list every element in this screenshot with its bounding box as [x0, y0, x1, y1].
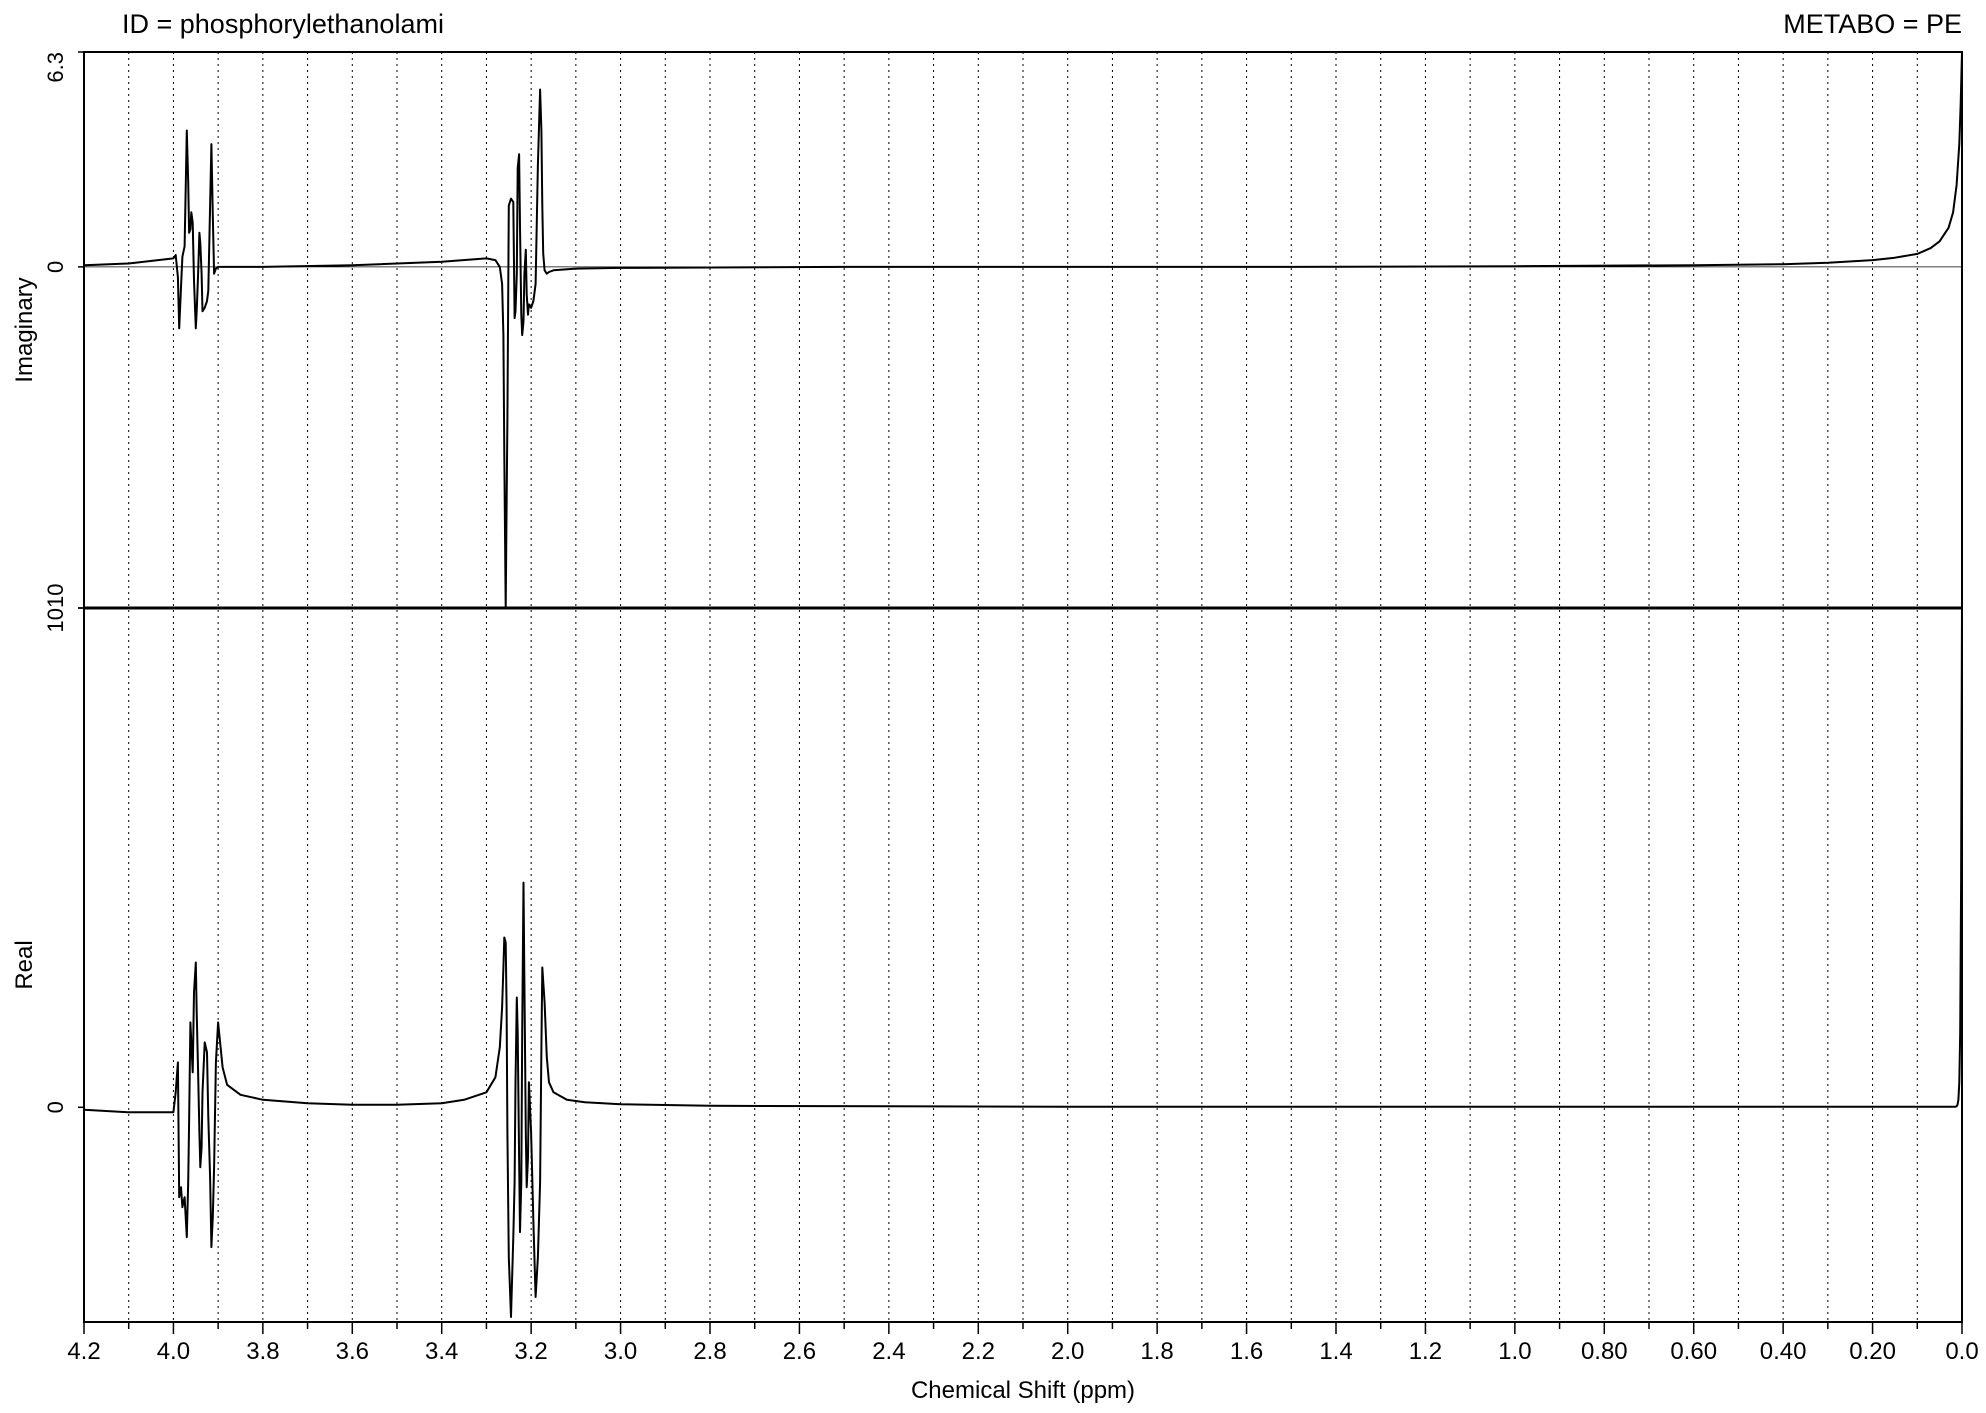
spectrum-traces [83, 51, 1963, 1318]
imaginary-y-tick-label: 6.3 [43, 52, 68, 83]
chart-header-id: ID = phosphorylethanolami [122, 9, 444, 39]
x-tick-label: 0.80 [1581, 1338, 1628, 1365]
x-tick-label: 3.0 [604, 1338, 637, 1365]
x-tick-label: 3.2 [514, 1338, 547, 1365]
real-y-tick-label: 10 [43, 608, 68, 632]
y-axis-ticks: 10 0 6.3 0 10 [43, 51, 84, 1113]
x-tick-label: 3.4 [425, 1338, 458, 1365]
x-tick-label: 0.40 [1760, 1338, 1807, 1365]
real-spectrum-line [83, 607, 1963, 1318]
imaginary-spectrum-line [83, 51, 1963, 609]
imaginary-y-tick-label: 10 [43, 584, 68, 608]
x-tick-label: 3.6 [336, 1338, 369, 1365]
x-axis-label: Chemical Shift (ppm) [911, 1377, 1135, 1404]
x-tick-label: 1.4 [1319, 1338, 1352, 1365]
plot-border [83, 51, 1963, 1323]
x-tick-label: 2.0 [1051, 1338, 1084, 1365]
x-tick-label: 2.4 [872, 1338, 905, 1365]
x-tick-label: 2.2 [962, 1338, 995, 1365]
x-tick-label: 0.0 [1945, 1338, 1978, 1365]
plot-frame [83, 51, 1963, 1323]
axis-labels: Imaginary Real Chemical Shift (ppm) [11, 277, 1135, 1404]
imaginary-y-axis-label: Imaginary [11, 277, 38, 382]
chart-header-metabo: METABO = PE [1783, 9, 1962, 39]
x-tick-label: 1.6 [1230, 1338, 1263, 1365]
x-tick-label: 1.0 [1498, 1338, 1531, 1365]
real-y-tick-label: 0 [43, 1101, 68, 1113]
real-y-axis-label: Real [11, 940, 38, 989]
x-tick-label: 3.8 [246, 1338, 279, 1365]
x-tick-label: 2.8 [693, 1338, 726, 1365]
x-axis-ticks: 4.2 4.0 3.8 3.6 3.4 3.2 3.0 2.8 2.6 2.4 2.2 2.0 1.8 1… [67, 1322, 1979, 1365]
grid-lines [128, 52, 1918, 1322]
imaginary-y-tick-label: 0 [43, 261, 68, 273]
x-tick-label: 4.2 [67, 1338, 100, 1365]
x-tick-label: 0.20 [1849, 1338, 1896, 1365]
x-tick-label: 1.2 [1409, 1338, 1442, 1365]
x-tick-label: 1.8 [1140, 1338, 1173, 1365]
x-tick-label: 0.60 [1670, 1338, 1717, 1365]
x-tick-label: 2.6 [783, 1338, 816, 1365]
x-tick-label: 4.0 [157, 1338, 190, 1365]
